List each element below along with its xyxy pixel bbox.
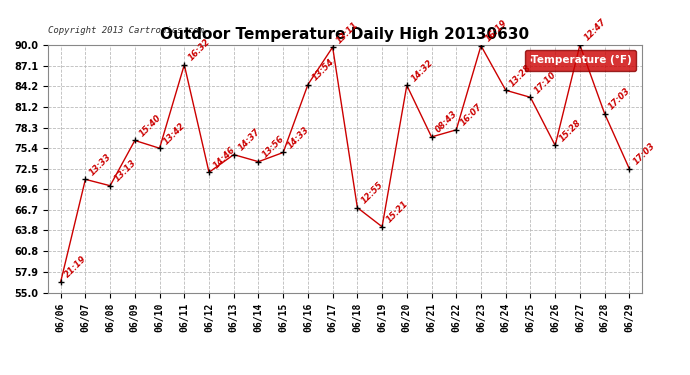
Text: 13:28: 13:28 bbox=[509, 63, 533, 88]
Text: 15:40: 15:40 bbox=[137, 113, 163, 138]
Text: 14:32: 14:32 bbox=[409, 58, 435, 83]
Text: 14:33: 14:33 bbox=[286, 125, 311, 150]
Text: 21:19: 21:19 bbox=[63, 254, 88, 280]
Text: 13:54: 13:54 bbox=[310, 57, 336, 82]
Text: 14:46: 14:46 bbox=[212, 145, 237, 170]
Text: 15:28: 15:28 bbox=[558, 118, 583, 143]
Text: 13:13: 13:13 bbox=[112, 158, 138, 184]
Text: 15:21: 15:21 bbox=[384, 199, 410, 225]
Text: 13:42: 13:42 bbox=[162, 121, 188, 146]
Text: 12:47: 12:47 bbox=[582, 18, 608, 43]
Text: 08:43: 08:43 bbox=[434, 110, 460, 135]
Text: 16:32: 16:32 bbox=[187, 37, 212, 63]
Text: 13:11: 13:11 bbox=[335, 20, 360, 45]
Text: 13:56: 13:56 bbox=[261, 134, 286, 159]
Text: 17:03: 17:03 bbox=[607, 86, 633, 111]
Text: 14:37: 14:37 bbox=[236, 127, 262, 153]
Title: Outdoor Temperature Daily High 20130630: Outdoor Temperature Daily High 20130630 bbox=[161, 27, 529, 42]
Text: Copyright 2013 Cartronics.com: Copyright 2013 Cartronics.com bbox=[48, 26, 204, 35]
Text: 17:03: 17:03 bbox=[632, 141, 657, 166]
Text: 16:19: 16:19 bbox=[484, 18, 509, 44]
Text: 16:07: 16:07 bbox=[459, 102, 484, 128]
Text: 17:10: 17:10 bbox=[533, 70, 558, 95]
Text: 12:55: 12:55 bbox=[360, 180, 385, 206]
Legend: Temperature (°F): Temperature (°F) bbox=[525, 50, 636, 71]
Text: 13:33: 13:33 bbox=[88, 152, 113, 177]
